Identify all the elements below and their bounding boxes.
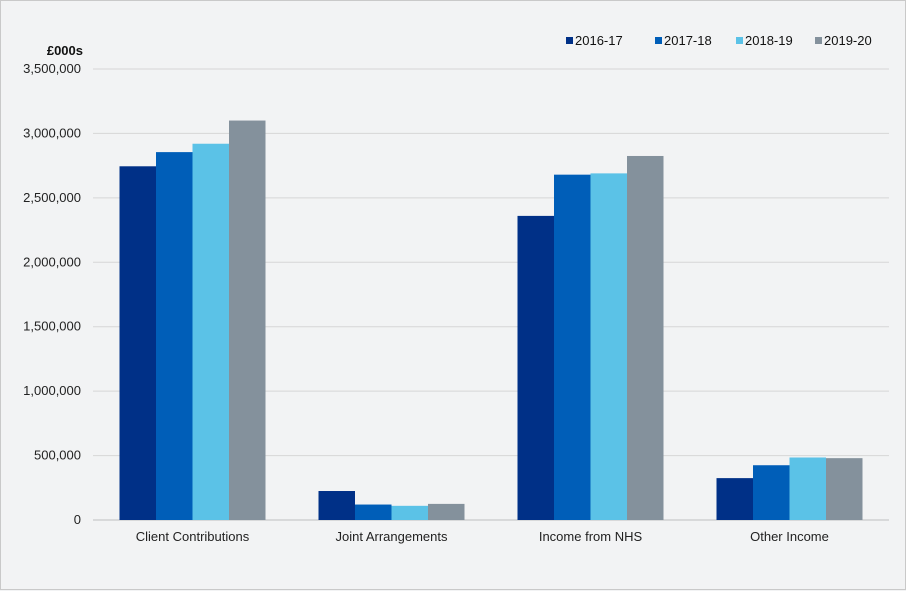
bar-2018-19-client-contributions (192, 143, 229, 521)
bar-2019-20-income-from-nhs (627, 155, 664, 520)
y-tick-label: 2,500,000 (23, 190, 81, 205)
y-tick-label: 1,000,000 (23, 383, 81, 398)
bar-2018-19-joint-arrangements (391, 505, 428, 520)
legend-label: 2019-20 (824, 33, 872, 48)
legend-swatch (736, 37, 743, 44)
bar-2017-18-joint-arrangements (355, 504, 392, 520)
y-tick-label: 0 (74, 512, 81, 527)
x-tick-label: Client Contributions (136, 529, 250, 544)
x-tick-label: Income from NHS (539, 529, 643, 544)
bar-2017-18-other-income (753, 465, 790, 520)
legend-label: 2016-17 (575, 33, 623, 48)
y-tick-label: 3,500,000 (23, 61, 81, 76)
bar-2016-17-other-income (716, 478, 753, 520)
y-tick-label: 1,500,000 (23, 319, 81, 334)
legend-label: 2017-18 (664, 33, 712, 48)
legend: 2016-17 2017-18 2018-19 2019-20 (566, 33, 872, 48)
bar-2018-19-income-from-nhs (590, 173, 627, 521)
y-tick-label: 3,000,000 (23, 125, 81, 140)
legend-swatch (566, 37, 573, 44)
y-axis: 0 500,000 1,000,000 1,500,000 2,000,000 2,500… (23, 61, 81, 527)
x-tick-label: Other Income (750, 529, 829, 544)
legend-swatch (815, 37, 822, 44)
y-axis-unit-label: £000s (47, 43, 83, 58)
bars (119, 120, 863, 521)
bar-2016-17-joint-arrangements (318, 491, 355, 520)
bar-2018-19-other-income (789, 457, 826, 520)
bar-2017-18-income-from-nhs (554, 174, 591, 521)
y-tick-label: 2,000,000 (23, 254, 81, 269)
bar-2016-17-client-contributions (119, 166, 156, 520)
y-tick-label: 500,000 (34, 448, 81, 463)
bar-2016-17-income-from-nhs (517, 215, 554, 520)
x-tick-label: Joint Arrangements (335, 529, 448, 544)
x-axis: Client Contributions Joint Arrangements In… (136, 529, 829, 544)
legend-label: 2018-19 (745, 33, 793, 48)
bar-2019-20-joint-arrangements (428, 503, 465, 520)
bar-2019-20-other-income (826, 458, 863, 520)
legend-swatch (655, 37, 662, 44)
bar-2017-18-client-contributions (156, 152, 193, 520)
bar-2019-20-client-contributions (229, 120, 266, 521)
